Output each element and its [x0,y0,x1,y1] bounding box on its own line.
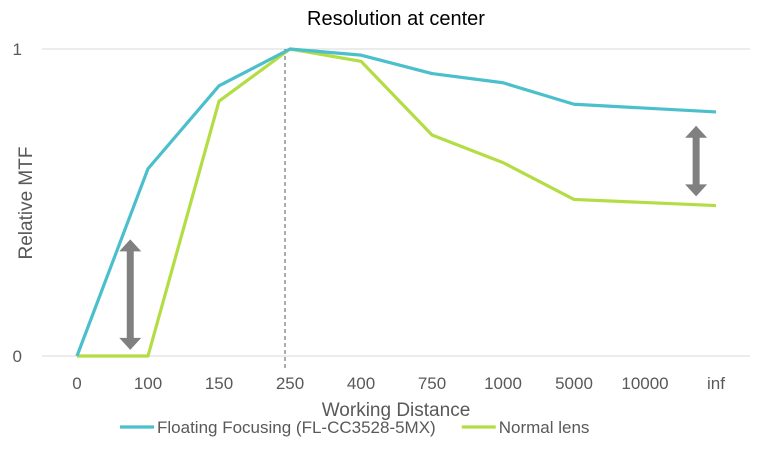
y-tick-labels: 01 [13,40,22,366]
x-axis-title: Working Distance [322,400,471,421]
series-line-1 [77,47,717,358]
double-arrow-0 [119,239,142,350]
y-axis-title: Relative MTF [16,147,37,260]
gridlines [42,48,750,357]
x-tick-label: 750 [418,374,446,393]
x-tick-label: 100 [134,374,162,393]
x-tick-label: 5000 [555,374,593,393]
series-layer [75,47,717,358]
double-arrow-1 [685,125,708,197]
x-tick-label: 250 [276,374,304,393]
y-tick-label: 0 [13,347,22,366]
x-tick-label: inf [707,374,725,393]
annotation-layer [119,125,708,350]
x-tick-label: 400 [347,374,375,393]
x-tick-labels: 0 100 150 250 400 750 1000 5000 10000 inf [72,374,725,393]
legend-label-1: Normal lens [499,418,590,437]
x-tick-label: 1000 [484,374,522,393]
legend: Floating Focusing (FL-CC3528-5MX) Normal … [120,418,589,437]
legend-label-0: Floating Focusing (FL-CC3528-5MX) [157,418,436,437]
y-tick-label: 1 [13,40,22,59]
x-tick-label: 10000 [621,374,668,393]
x-tick-label: 0 [72,374,81,393]
x-tick-label: 150 [205,374,233,393]
series-line-0 [75,47,717,357]
chart-title: Resolution at center [307,8,485,30]
